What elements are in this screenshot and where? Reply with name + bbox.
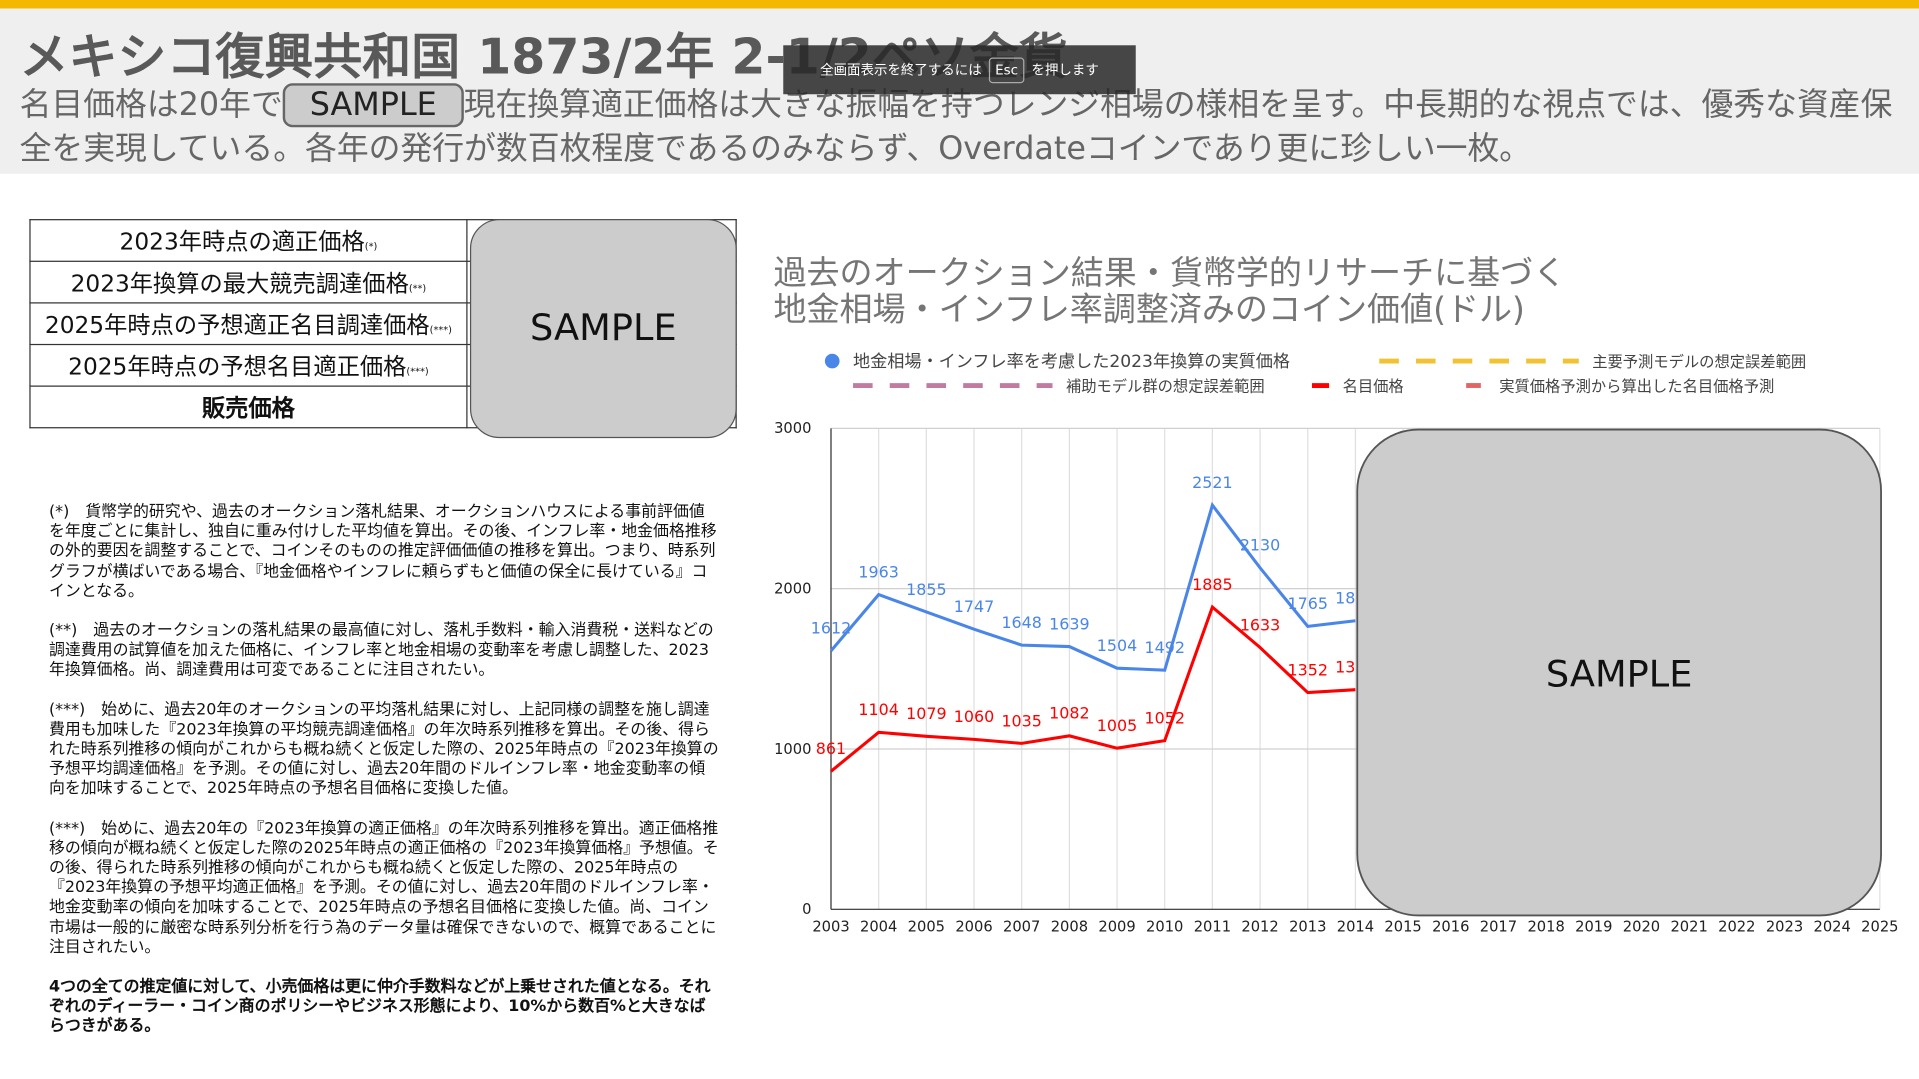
value-label: 1765: [1287, 594, 1327, 613]
legend-label: 名目価格: [1343, 378, 1404, 396]
x-tick-label: 2016: [1432, 918, 1469, 935]
value-label: 1963: [858, 562, 898, 581]
key: Esc: [989, 56, 1025, 83]
row-label: 2023年時点の適正価格(*): [29, 219, 468, 262]
x-tick-label: 2020: [1623, 918, 1660, 935]
label: 2025年時点の予想適正名目調達価格: [44, 312, 430, 340]
value-label: 1639: [1049, 614, 1089, 633]
row-label: 販売価格: [29, 385, 468, 429]
subtitle-text: 名目価格は20年で: [19, 86, 283, 124]
note-bold: 4つの全ての推定値に対して、小売価格は更に仲介手数料などが上乗せされた値となる。…: [48, 977, 711, 1036]
legend-label: 地金相場・インフレ率を考慮した2023年換算の実質価格: [853, 352, 1290, 372]
x-tick-label: 2005: [908, 918, 945, 935]
sample-box: SAMPLE: [282, 83, 464, 128]
value-label: 1504: [1097, 636, 1137, 655]
x-tick-label: 2021: [1670, 918, 1707, 935]
note-ref: (***): [406, 365, 429, 377]
value-label: 1633: [1240, 615, 1280, 634]
price-table: 2023年時点の適正価格(*) 2023年換算の最大競売調達価格(**) 202…: [29, 219, 737, 429]
value-label: 1885: [1192, 575, 1232, 594]
x-tick-label: 2010: [1146, 918, 1183, 935]
top-bar: [0, 0, 1919, 9]
sample-text: SAMPLE: [1546, 653, 1693, 696]
value-label: 1492: [1144, 638, 1184, 657]
row-label: 2023年換算の最大競売調達価格(**): [29, 260, 468, 304]
chart-title: 過去のオークション結果・貨幣学的リサーチに基づく: [773, 253, 1566, 292]
value-label: 1352: [1287, 660, 1327, 679]
x-tick-label: 2004: [860, 918, 897, 935]
x-tick-label: 2018: [1527, 918, 1564, 935]
x-tick-label: 2007: [1003, 918, 1040, 935]
x-tick-label: 2012: [1241, 918, 1278, 935]
notes: (*) 貨幣学的研究や、過去のオークション落札結果、オークションハウスによる事前…: [49, 503, 720, 1057]
legend-label: 補助モデル群の想定誤差範囲: [1066, 378, 1265, 396]
hint-text: を押します: [1031, 62, 1099, 79]
y-tick-label: 0: [802, 901, 811, 918]
value-label: 1079: [906, 704, 946, 723]
y-tick-label: 1000: [774, 741, 811, 758]
row-label: 2025年時点の予想適正名目調達価格(***): [29, 302, 468, 346]
x-tick-label: 2009: [1098, 918, 1135, 935]
value-label: 861: [816, 739, 846, 758]
legend-swatch: [824, 353, 840, 369]
value-label: 1052: [1144, 709, 1184, 728]
series-line: [830, 604, 1356, 773]
subtitle-text: 現在換算適正価格は大きな振幅を持つレンジ相場の様相を呈す。中長期的な視点では、優…: [19, 86, 1893, 168]
x-tick-label: 2022: [1718, 918, 1755, 935]
value-label: 2521: [1192, 473, 1232, 492]
y-tick-label: 3000: [774, 420, 811, 437]
x-tick-label: 2024: [1813, 918, 1850, 935]
x-tick-label: 2015: [1384, 918, 1421, 935]
x-tick-label: 2008: [1051, 918, 1088, 935]
x-tick-label: 2014: [1337, 918, 1374, 935]
value-label: 1612: [811, 619, 851, 638]
fullscreen-hint: 全画面表示を終了するには Esc を押します: [783, 45, 1136, 95]
x-tick-label: 2011: [1194, 918, 1231, 935]
chart-title: 地金相場・インフレ率調整済みのコイン価値(ドル): [773, 290, 1524, 329]
value-label: 1648: [1001, 613, 1041, 632]
value-label: 1082: [1049, 704, 1089, 723]
x-tick-label: 2025: [1861, 918, 1898, 935]
hint-text: 全画面表示を終了するには: [820, 62, 982, 79]
row-label: 2025年時点の予想名目適正価格(***): [29, 343, 468, 387]
x-tick-label: 2019: [1575, 918, 1612, 935]
x-tick-label: 2017: [1480, 918, 1517, 935]
label: 2023年換算の最大競売調達価格: [70, 270, 409, 298]
value-label: 1060: [954, 707, 994, 726]
note: (*) 貨幣学的研究や、過去のオークション落札結果、オークションハウスによる事前…: [48, 503, 717, 601]
series-line: [829, 501, 1356, 672]
legend-label: 主要予測モデルの想定誤差範囲: [1592, 353, 1806, 371]
value-label: 2130: [1240, 536, 1280, 555]
sample-box: [1356, 428, 1882, 917]
value-label: 1747: [954, 597, 994, 616]
x-tick-label: 2003: [812, 918, 849, 935]
note-ref: (***): [429, 324, 452, 336]
label: 2023年時点の適正価格: [119, 228, 365, 256]
sample-box: SAMPLE: [469, 219, 737, 439]
legend-label: 実質価格予測から算出した名目価格予測: [1499, 378, 1774, 396]
label: 2025年時点の予想名目適正価格: [68, 353, 407, 381]
value-label: 1855: [906, 580, 946, 599]
y-tick-label: 2000: [774, 581, 811, 598]
subtitle: 名目価格は20年で SAMPLE 現在換算適正価格は大きな振幅を持つレンジ相場の様相…: [20, 83, 1905, 171]
note-ref: (**): [408, 282, 427, 294]
value-label: 1005: [1097, 716, 1137, 735]
x-tick-label: 2023: [1766, 918, 1803, 935]
note-ref: (*): [364, 241, 378, 253]
note: (**) 過去のオークションの落札結果の最高値に対し、落札手数料・輸入消費税・送…: [48, 621, 714, 680]
note: (***) 始めに、過去20年の『2023年換算の適正価格』の年次時系列推移を算…: [48, 819, 719, 957]
x-tick-label: 2006: [955, 918, 992, 935]
x-tick-label: 2013: [1289, 918, 1326, 935]
value-label: 1035: [1001, 711, 1041, 730]
label: 販売価格: [201, 395, 295, 423]
value-label: 1104: [858, 700, 898, 719]
note: (***) 始めに、過去20年のオークションの平均落札結果に対し、上記同様の調整…: [48, 700, 719, 799]
